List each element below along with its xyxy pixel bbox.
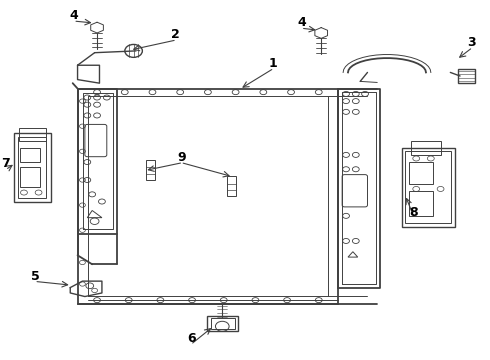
FancyBboxPatch shape bbox=[342, 175, 368, 207]
Bar bbox=[20, 167, 40, 187]
Polygon shape bbox=[348, 252, 358, 257]
Text: 1: 1 bbox=[268, 57, 277, 70]
Bar bbox=[402, 148, 455, 226]
Bar bbox=[19, 128, 46, 140]
Text: 7: 7 bbox=[1, 157, 10, 170]
Text: 4: 4 bbox=[297, 17, 306, 30]
Bar bbox=[227, 176, 236, 196]
Text: 8: 8 bbox=[410, 206, 418, 219]
Text: 4: 4 bbox=[70, 9, 78, 22]
Bar bbox=[411, 140, 441, 155]
Bar bbox=[18, 137, 47, 198]
Text: 2: 2 bbox=[171, 28, 179, 41]
Bar bbox=[458, 69, 475, 83]
Bar bbox=[14, 134, 51, 202]
Polygon shape bbox=[87, 211, 102, 218]
Bar bbox=[409, 162, 433, 184]
Bar bbox=[211, 318, 235, 329]
Bar bbox=[207, 316, 238, 330]
FancyBboxPatch shape bbox=[85, 125, 107, 157]
Bar bbox=[20, 148, 40, 162]
Text: 3: 3 bbox=[467, 36, 476, 49]
Bar bbox=[406, 151, 451, 223]
Text: 9: 9 bbox=[177, 151, 186, 164]
Text: 5: 5 bbox=[31, 270, 40, 283]
Bar bbox=[146, 160, 154, 180]
Text: 6: 6 bbox=[187, 332, 196, 345]
Bar bbox=[409, 191, 433, 216]
